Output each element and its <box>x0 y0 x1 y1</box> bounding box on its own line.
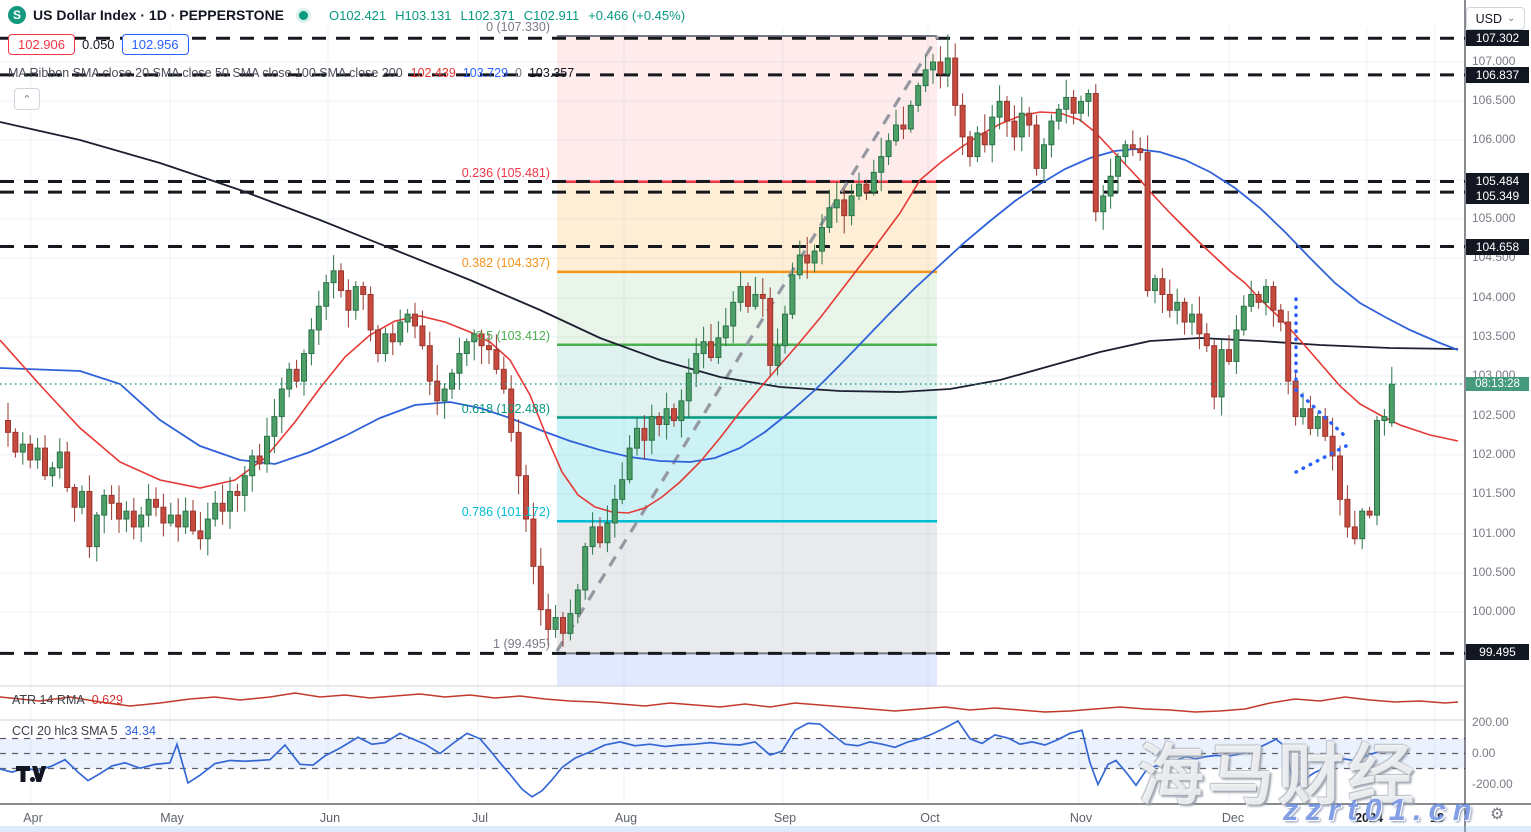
spread-value: 0.050 <box>82 37 115 52</box>
gear-icon[interactable]: ⚙ <box>1490 806 1505 823</box>
ma-ribbon-legend[interactable]: MA Ribbon SMA close 20 SMA close 50 SMA … <box>8 66 581 80</box>
pepperstone-logo-icon: S <box>8 6 26 24</box>
price-tick: 101.500 <box>1472 486 1516 500</box>
spread-readout: 102.906 0.050 102.956 <box>8 34 189 55</box>
price-level-label: 107.302 <box>1466 30 1529 46</box>
symbol-title[interactable]: US Dollar Index · 1D · PEPPERSTONE <box>33 7 285 23</box>
month-label: 18 <box>1430 811 1444 825</box>
bar-countdown-label: 08:13:28 <box>1466 377 1529 391</box>
price-level-label: 99.495 <box>1466 644 1529 660</box>
bid-price-box[interactable]: 102.906 <box>8 34 75 55</box>
low-value: L102.371 <box>460 7 515 23</box>
month-label: Sep <box>773 811 797 825</box>
high-value: H103.131 <box>395 7 452 23</box>
market-open-dot-icon <box>299 10 309 20</box>
currency-dropdown[interactable]: USD ⌄ <box>1466 7 1525 30</box>
price-tick: 106.500 <box>1472 93 1516 107</box>
cci-value: 34.34 <box>124 724 156 738</box>
chevron-up-icon: ⌃ <box>22 93 32 106</box>
fib-level-label: 0.618 (102.488) <box>461 401 550 416</box>
atr-value: 0.629 <box>91 693 123 707</box>
price-tick: 100.000 <box>1472 604 1516 618</box>
atr-legend[interactable]: ATR 14 RMA 0.629 <box>12 693 123 707</box>
month-label: Jun <box>319 811 341 825</box>
collapse-legend-button[interactable]: ⌃ <box>14 88 40 110</box>
price-tick: 102.500 <box>1472 408 1516 422</box>
fib-level-label: 0 (107.330) <box>486 19 550 34</box>
price-tick: 106.000 <box>1472 132 1516 146</box>
price-level-label: 105.349 <box>1466 188 1529 204</box>
ma-ribbon-values: 102.439 103.729 0 103.357 <box>411 66 582 80</box>
month-label: May <box>160 811 184 825</box>
price-tick: 100.500 <box>1472 565 1516 579</box>
ma-value: 103.357 <box>528 66 575 80</box>
cci-axis-tick: -200.00 <box>1472 777 1513 791</box>
fib-level-label: 0.382 (104.337) <box>461 255 550 270</box>
price-tick: 102.000 <box>1472 447 1516 461</box>
month-label: Jul <box>472 811 488 825</box>
fib-level-label: 0.236 (105.481) <box>461 165 550 180</box>
month-label: Apr <box>23 811 43 825</box>
cci-legend[interactable]: CCI 20 hlc3 SMA 5 34.34 <box>12 724 156 738</box>
symbol-header: S US Dollar Index · 1D · PEPPERSTONE O10… <box>8 6 685 24</box>
price-tick: 101.000 <box>1472 526 1516 540</box>
ma-value: 102.439 <box>410 66 456 80</box>
price-tick: 103.500 <box>1472 329 1516 343</box>
tradingview-logo[interactable] <box>16 766 52 784</box>
price-level-label: 105.484 <box>1466 173 1529 189</box>
price-level-label: 106.837 <box>1466 67 1529 83</box>
chevron-down-icon: ⌄ <box>1507 13 1516 24</box>
cci-axis-tick: 0.00 <box>1472 746 1496 760</box>
price-tick: 105.000 <box>1472 211 1516 225</box>
open-value: O102.421 <box>329 7 387 23</box>
month-label: Dec <box>1221 811 1245 825</box>
ma-value: 0 <box>515 66 522 80</box>
month-label: Nov <box>1069 811 1093 825</box>
fib-level-label: 0.786 (101.172) <box>461 505 550 520</box>
atr-label: ATR 14 RMA <box>12 693 85 707</box>
ma-ribbon-label: MA Ribbon SMA close 20 SMA close 50 SMA … <box>8 66 403 80</box>
ma-value: 103.729 <box>462 66 509 80</box>
fib-level-label: 1 (99.495) <box>493 637 550 652</box>
month-label: Oct <box>920 811 940 825</box>
ohlc-readout: O102.421 H103.131 L102.371 C102.911 +0.4… <box>329 8 685 23</box>
month-label: Aug <box>614 811 638 825</box>
cci-axis-tick: 200.00 <box>1472 715 1509 729</box>
fib-level-label: 0.5 (103.412) <box>475 328 550 343</box>
price-tick: 104.000 <box>1472 290 1516 304</box>
change-value: +0.466 (+0.45%) <box>588 7 686 23</box>
currency-label: USD <box>1475 11 1502 26</box>
cci-label: CCI 20 hlc3 SMA 5 <box>12 724 118 738</box>
ask-price-box[interactable]: 102.956 <box>121 34 189 55</box>
month-label: 2024 <box>1355 811 1383 825</box>
close-value: C102.911 <box>523 7 580 23</box>
price-tick: 107.000 <box>1472 54 1516 68</box>
bottom-highlight-strip <box>0 826 1531 832</box>
price-level-label: 104.658 <box>1466 239 1529 255</box>
